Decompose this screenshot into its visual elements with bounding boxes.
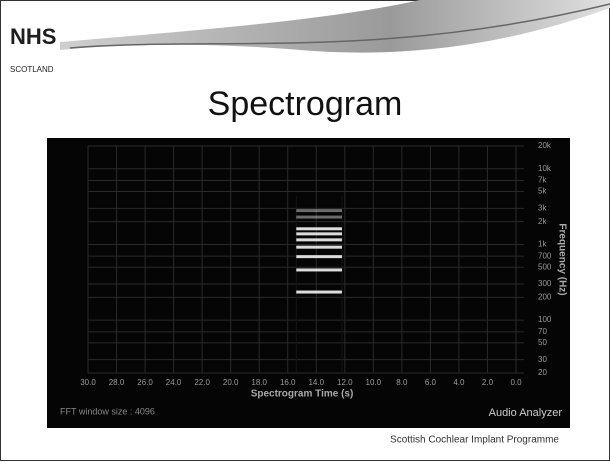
x-tick-label: 18.0 [251, 378, 267, 387]
footer: Scottish Cochlear Implant Programme [390, 435, 559, 446]
x-axis-label: Spectrogram Time (s) [251, 389, 354, 400]
x-tick-label: 0.0 [510, 378, 522, 387]
harmonic-band [296, 216, 342, 219]
harmonic-band [296, 227, 342, 230]
harmonic-band [296, 291, 342, 294]
x-tick-label: 14.0 [308, 378, 324, 387]
x-tick-label: 20.0 [223, 378, 239, 387]
harmonic-band [296, 268, 342, 271]
x-tick-label: 22.0 [194, 378, 210, 387]
y-tick-label: 2k [538, 217, 547, 226]
y-tick-label: 500 [538, 262, 552, 271]
harmonic-band [296, 209, 342, 212]
x-tick-label: 8.0 [396, 378, 408, 387]
harmonic-band [296, 246, 342, 249]
x-tick-label: 10.0 [366, 378, 382, 387]
x-tick-label: 6.0 [425, 378, 437, 387]
slide-title: Spectrogram [208, 85, 403, 123]
harmonic-band [296, 238, 342, 241]
x-tick-label: 28.0 [109, 378, 125, 387]
y-tick-label: 20 [538, 368, 547, 377]
y-tick-label: 7k [538, 176, 547, 185]
y-tick-label: 300 [538, 279, 552, 288]
logo-sub: SCOTLAND [10, 65, 54, 74]
y-tick-label: 50 [538, 338, 547, 347]
y-tick-label: 3k [538, 203, 547, 212]
harmonic-band [296, 232, 342, 235]
x-tick-label: 16.0 [280, 378, 296, 387]
y-tick-label: 70 [538, 327, 547, 336]
watermark: Audio Analyzer [489, 407, 563, 419]
y-tick-label: 1k [538, 240, 547, 249]
y-tick-label: 200 [538, 292, 552, 301]
y-tick-label: 100 [538, 315, 552, 324]
harmonic-band [296, 255, 342, 258]
x-tick-label: 24.0 [166, 378, 182, 387]
fft-label: FFT window size : 4096 [60, 406, 155, 416]
slide: NHS SCOTLAND Spectrogram Scottish Cochle… [0, 0, 610, 461]
x-tick-label: 2.0 [482, 378, 494, 387]
y-tick-label: 5k [538, 187, 547, 196]
y-tick-label: 20k [538, 141, 552, 150]
logo: NHS [10, 24, 56, 49]
x-tick-label: 4.0 [453, 378, 465, 387]
x-tick-label: 30.0 [80, 378, 96, 387]
x-tick-label: 12.0 [337, 378, 353, 387]
y-tick-label: 700 [538, 251, 552, 260]
x-tick-label: 26.0 [137, 378, 153, 387]
y-axis-label: Frequency (Hz) [556, 223, 567, 295]
y-tick-label: 30 [538, 355, 547, 364]
y-tick-label: 10k [538, 164, 552, 173]
